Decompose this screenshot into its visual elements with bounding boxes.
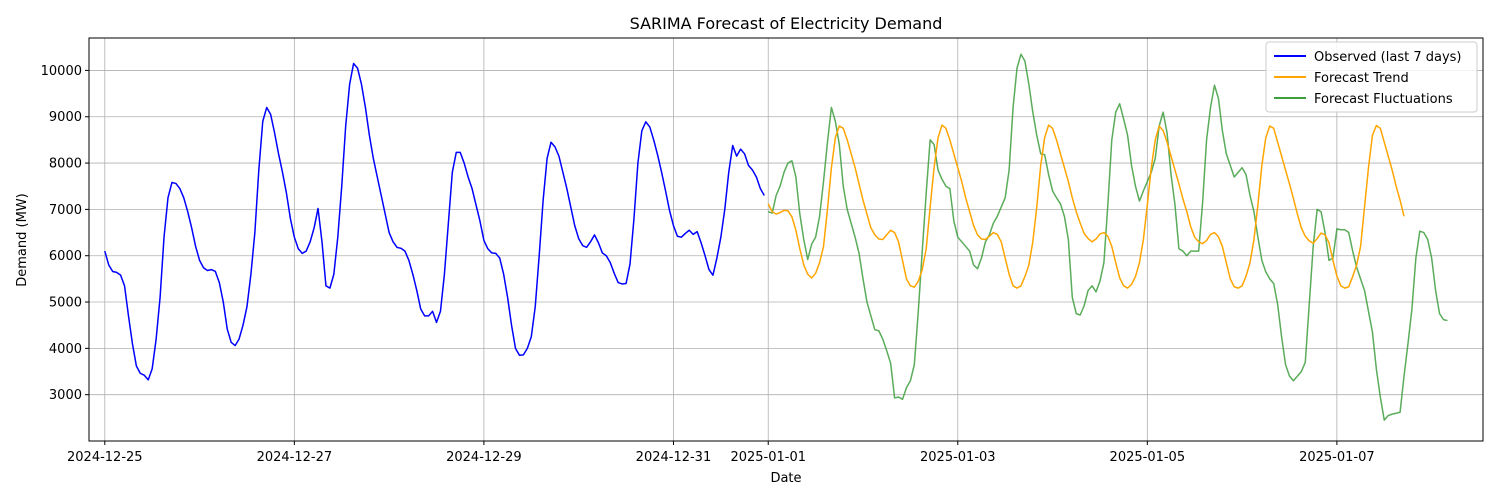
y-tick-label: 10000 bbox=[41, 64, 82, 79]
y-tick-label: 7000 bbox=[49, 203, 82, 218]
x-tick-label: 2024-12-27 bbox=[257, 450, 333, 465]
x-axis-title: Date bbox=[770, 471, 801, 486]
y-tick-label: 6000 bbox=[49, 249, 82, 264]
y-tick-label: 4000 bbox=[49, 342, 82, 357]
x-tick-label: 2024-12-29 bbox=[446, 450, 522, 465]
axis-ticks: 2024-12-25 2024-12-27 2024-12-29 2024-12-31… bbox=[41, 64, 1375, 465]
x-tick-label: 2024-12-31 bbox=[636, 450, 712, 465]
x-tick-label: 2025-01-01 bbox=[730, 450, 806, 465]
series-line-observed bbox=[104, 62, 765, 381]
grid-lines bbox=[89, 38, 1483, 441]
legend-label-observed: Observed (last 7 days) bbox=[1314, 50, 1462, 65]
x-tick-label: 2025-01-05 bbox=[1110, 450, 1186, 465]
legend-label-forecast-trend: Forecast Trend bbox=[1314, 71, 1409, 86]
series-line-forecast-fluctuations bbox=[767, 53, 1448, 421]
y-tick-label: 9000 bbox=[49, 110, 82, 125]
y-tick-label: 3000 bbox=[49, 388, 82, 403]
series-lines bbox=[104, 53, 1448, 421]
y-axis-title: Demand (MW) bbox=[15, 193, 30, 286]
chart-title: SARIMA Forecast of Electricity Demand bbox=[630, 14, 943, 33]
legend-box bbox=[1265, 41, 1478, 113]
legend: Observed (last 7 days) Forecast Trend Fo… bbox=[1265, 41, 1478, 113]
legend-label-forecast-fluctuations: Forecast Fluctuations bbox=[1314, 92, 1453, 107]
y-tick-label: 8000 bbox=[49, 157, 82, 172]
plot-frame bbox=[88, 37, 1484, 442]
y-tick-label: 5000 bbox=[49, 296, 82, 311]
x-tick-label: 2024-12-25 bbox=[67, 450, 143, 465]
x-tick-label: 2025-01-07 bbox=[1299, 450, 1375, 465]
series-line-forecast-trend bbox=[767, 124, 1405, 289]
x-tick-label: 2025-01-03 bbox=[920, 450, 996, 465]
